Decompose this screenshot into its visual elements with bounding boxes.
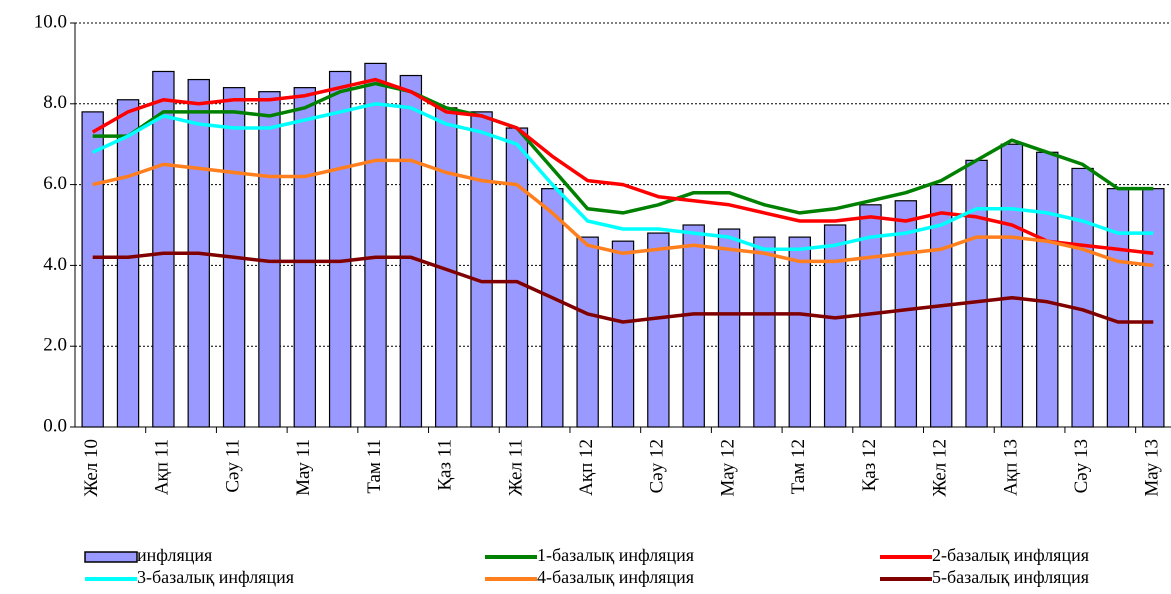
y-tick-label: 0.0 [43,415,67,436]
legend-label: 3-базалық инфляция [137,567,294,587]
bar [1071,167,1094,428]
bar [611,240,635,428]
bar [717,228,741,428]
bar [1036,151,1059,428]
bar [364,62,387,428]
bar [647,232,670,428]
legend-label: 4-базалық инфляция [537,567,694,587]
x-tick-label: Қаз 11 [435,439,456,491]
x-tick-label: Сәу 13 [1071,439,1092,493]
y-tick-label: 4.0 [43,254,67,275]
bar [576,236,599,428]
x-tick-label: Сәу 11 [222,439,243,493]
bar [788,236,811,428]
legend-swatch [84,551,138,563]
line-series [92,81,1154,215]
y-tick-label: 8.0 [43,92,67,113]
x-tick-label: Мау 12 [717,439,738,497]
x-tick-label: Сәу 12 [647,439,668,493]
bar [1142,188,1165,428]
line-series [91,102,1154,251]
x-tick-label: Ақп 12 [576,439,597,496]
x-tick-label: Там 12 [788,439,809,494]
y-tick-label: 6.0 [43,173,67,194]
line-series [92,158,1154,268]
y-tick-label: 2.0 [43,335,67,356]
x-tick-label: Ақп 13 [1000,439,1021,496]
bar [823,224,847,428]
bar [965,159,988,428]
x-tick-label: Жел 11 [505,439,526,496]
y-tick-label: 10.0 [34,11,67,32]
bar [541,188,564,428]
bar [505,127,529,428]
bar [753,236,776,428]
bar [81,111,104,428]
bar [399,74,423,428]
line-series [92,251,1154,324]
bar [1000,143,1024,428]
bar [894,200,918,428]
bar [116,99,140,428]
legend-label: 2-базалық инфляция [932,545,1089,565]
bar [293,87,317,428]
bar [470,111,493,428]
legend-label: инфляция [137,545,212,565]
legend-label: 5-базалық инфляция [932,567,1089,587]
x-tick-label: Ақп 11 [152,439,173,495]
bar [152,70,175,428]
x-tick-label: Там 11 [364,439,385,494]
line-series [91,77,1154,256]
bar [1106,188,1130,428]
x-tick-label: Мау 13 [1142,439,1163,497]
x-tick-label: Қаз 12 [859,439,880,491]
legend-label: 1-базалық инфляция [537,545,694,565]
x-tick-label: Мау 11 [293,439,314,496]
bar [328,70,352,428]
x-tick-label: Жел 12 [930,439,951,497]
bar [682,224,705,428]
x-tick-label: Жел 10 [81,439,102,497]
